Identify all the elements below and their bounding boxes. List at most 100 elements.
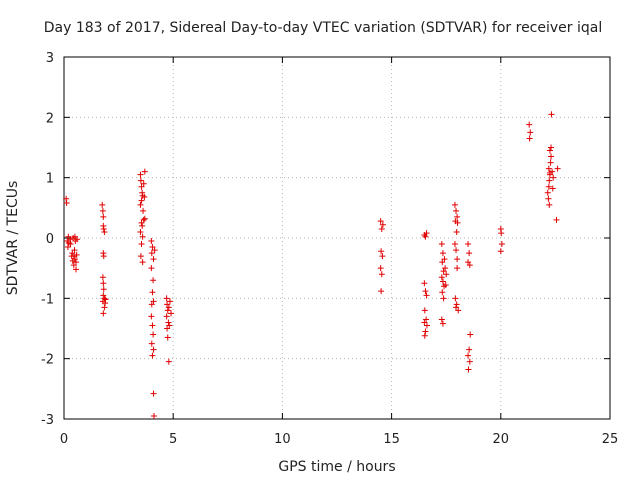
data-point	[148, 250, 155, 257]
data-point	[137, 171, 144, 178]
data-point	[73, 259, 80, 266]
data-point	[163, 295, 170, 302]
data-point	[139, 259, 146, 266]
data-point	[553, 216, 560, 223]
data-point	[548, 153, 555, 160]
y-tick-label: -1	[41, 292, 54, 307]
data-point	[100, 253, 107, 260]
data-point	[378, 248, 385, 255]
data-point	[545, 165, 552, 172]
data-point	[439, 278, 446, 285]
grid-lines	[64, 57, 610, 419]
data-point	[149, 322, 156, 329]
y-tick-label: 0	[46, 232, 54, 247]
x-axis-label: GPS time / hours	[278, 459, 395, 475]
data-point	[164, 334, 171, 341]
data-point	[423, 292, 430, 299]
data-point	[71, 247, 78, 254]
data-point	[453, 247, 460, 254]
data-point	[164, 325, 171, 332]
data-point	[439, 320, 446, 327]
data-point	[421, 319, 428, 326]
data-point	[99, 207, 106, 214]
data-point	[466, 262, 473, 269]
data-point	[150, 346, 157, 353]
data-point	[466, 358, 473, 365]
data-point	[453, 301, 460, 308]
data-point	[100, 292, 107, 299]
data-point	[379, 221, 386, 228]
data-point	[439, 259, 446, 266]
data-point	[165, 319, 172, 326]
data-point	[150, 390, 157, 397]
data-point	[440, 268, 447, 275]
data-point	[422, 328, 429, 335]
data-point	[467, 331, 474, 338]
x-tick-label: 10	[274, 432, 291, 447]
data-point	[527, 129, 534, 136]
data-point	[149, 289, 156, 296]
data-point	[545, 183, 552, 190]
data-point	[137, 253, 144, 260]
data-point	[69, 250, 76, 257]
data-point	[377, 218, 384, 225]
data-point	[465, 241, 472, 248]
data-point	[454, 265, 461, 272]
data-point	[379, 253, 386, 260]
data-point	[554, 165, 561, 172]
data-point	[150, 412, 157, 419]
data-point	[423, 316, 430, 323]
data-point	[166, 298, 173, 305]
y-tick-label: -3	[41, 413, 54, 428]
data-point	[139, 222, 146, 229]
data-point	[140, 207, 147, 214]
data-point	[442, 265, 449, 272]
data-point	[102, 296, 109, 303]
y-tick-label: 2	[46, 111, 54, 126]
data-point	[74, 236, 81, 243]
data-point	[438, 274, 445, 281]
data-point	[453, 304, 460, 311]
data-point	[546, 177, 553, 184]
data-point	[465, 259, 472, 266]
data-point	[150, 331, 157, 338]
data-point	[440, 295, 447, 302]
data-point	[73, 266, 80, 273]
data-point	[546, 201, 553, 208]
data-point	[421, 307, 428, 314]
x-tick-label: 0	[60, 432, 68, 447]
data-point	[423, 230, 430, 237]
data-point	[465, 352, 472, 359]
data-point	[149, 244, 156, 251]
data-point	[63, 200, 70, 207]
data-point	[438, 241, 445, 248]
data-point	[99, 274, 106, 281]
y-tick-label: 3	[46, 51, 54, 66]
data-point	[138, 183, 145, 190]
data-point	[452, 295, 459, 302]
data-point	[100, 310, 107, 317]
x-tick-label: 5	[169, 432, 177, 447]
data-point	[526, 135, 533, 142]
data-point	[442, 282, 449, 289]
data-point	[150, 256, 157, 263]
data-point	[421, 332, 428, 339]
data-point	[101, 228, 108, 235]
data-point	[451, 201, 458, 208]
data-point	[101, 295, 108, 302]
data-point	[148, 238, 155, 245]
data-point	[423, 322, 430, 329]
y-tick-label: 1	[46, 172, 54, 187]
data-point	[166, 322, 173, 329]
data-point	[545, 195, 552, 202]
data-point	[550, 174, 557, 181]
data-point	[439, 250, 446, 257]
data-point	[164, 301, 171, 308]
data-point	[148, 313, 155, 320]
data-point	[466, 346, 473, 353]
data-point	[148, 340, 155, 347]
data-point	[140, 180, 147, 187]
data-point	[137, 228, 144, 235]
data-point	[100, 280, 107, 287]
